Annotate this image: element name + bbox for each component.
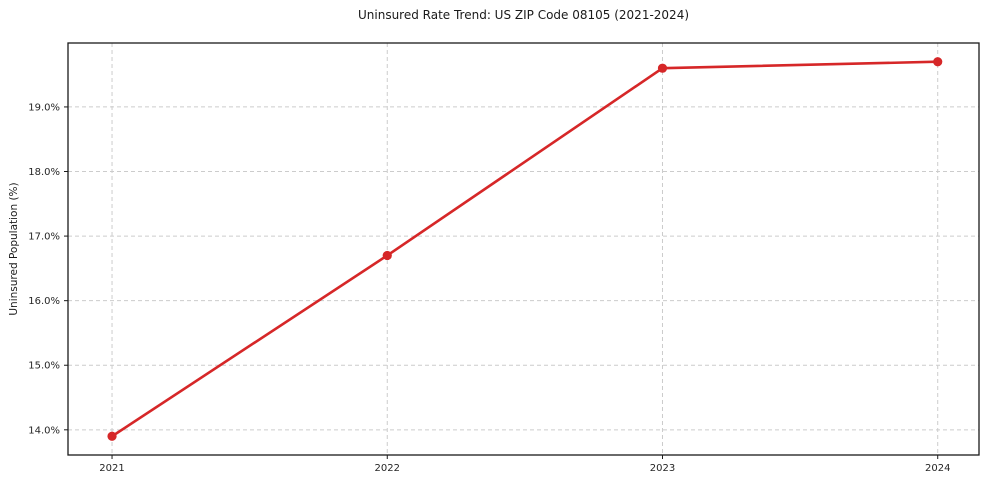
- trend-line: [110, 60, 940, 438]
- x-tick-label: 2021: [99, 463, 124, 474]
- y-tick-label: 18.0%: [28, 167, 60, 178]
- plot-border: [67, 42, 980, 456]
- data-point-marker: [657, 63, 668, 73]
- y-tick-label: 16.0%: [28, 296, 60, 307]
- y-tick-label: 14.0%: [28, 425, 60, 436]
- data-point-marker: [382, 250, 392, 261]
- data-point-marker: [107, 431, 117, 441]
- data-point-marker: [933, 57, 943, 67]
- x-tick-label: 2023: [650, 463, 675, 474]
- x-tick-label: 2022: [375, 463, 400, 474]
- y-axis-label: Uninsured Population (%): [8, 182, 20, 316]
- y-tick-label: 17.0%: [28, 232, 60, 243]
- chart-title: Uninsured Rate Trend: US ZIP Code 08105 …: [357, 8, 690, 22]
- y-tick-label: 19.0%: [28, 102, 60, 113]
- y-tick-label: 15.0%: [28, 361, 60, 372]
- x-tick-label: 2024: [925, 463, 950, 474]
